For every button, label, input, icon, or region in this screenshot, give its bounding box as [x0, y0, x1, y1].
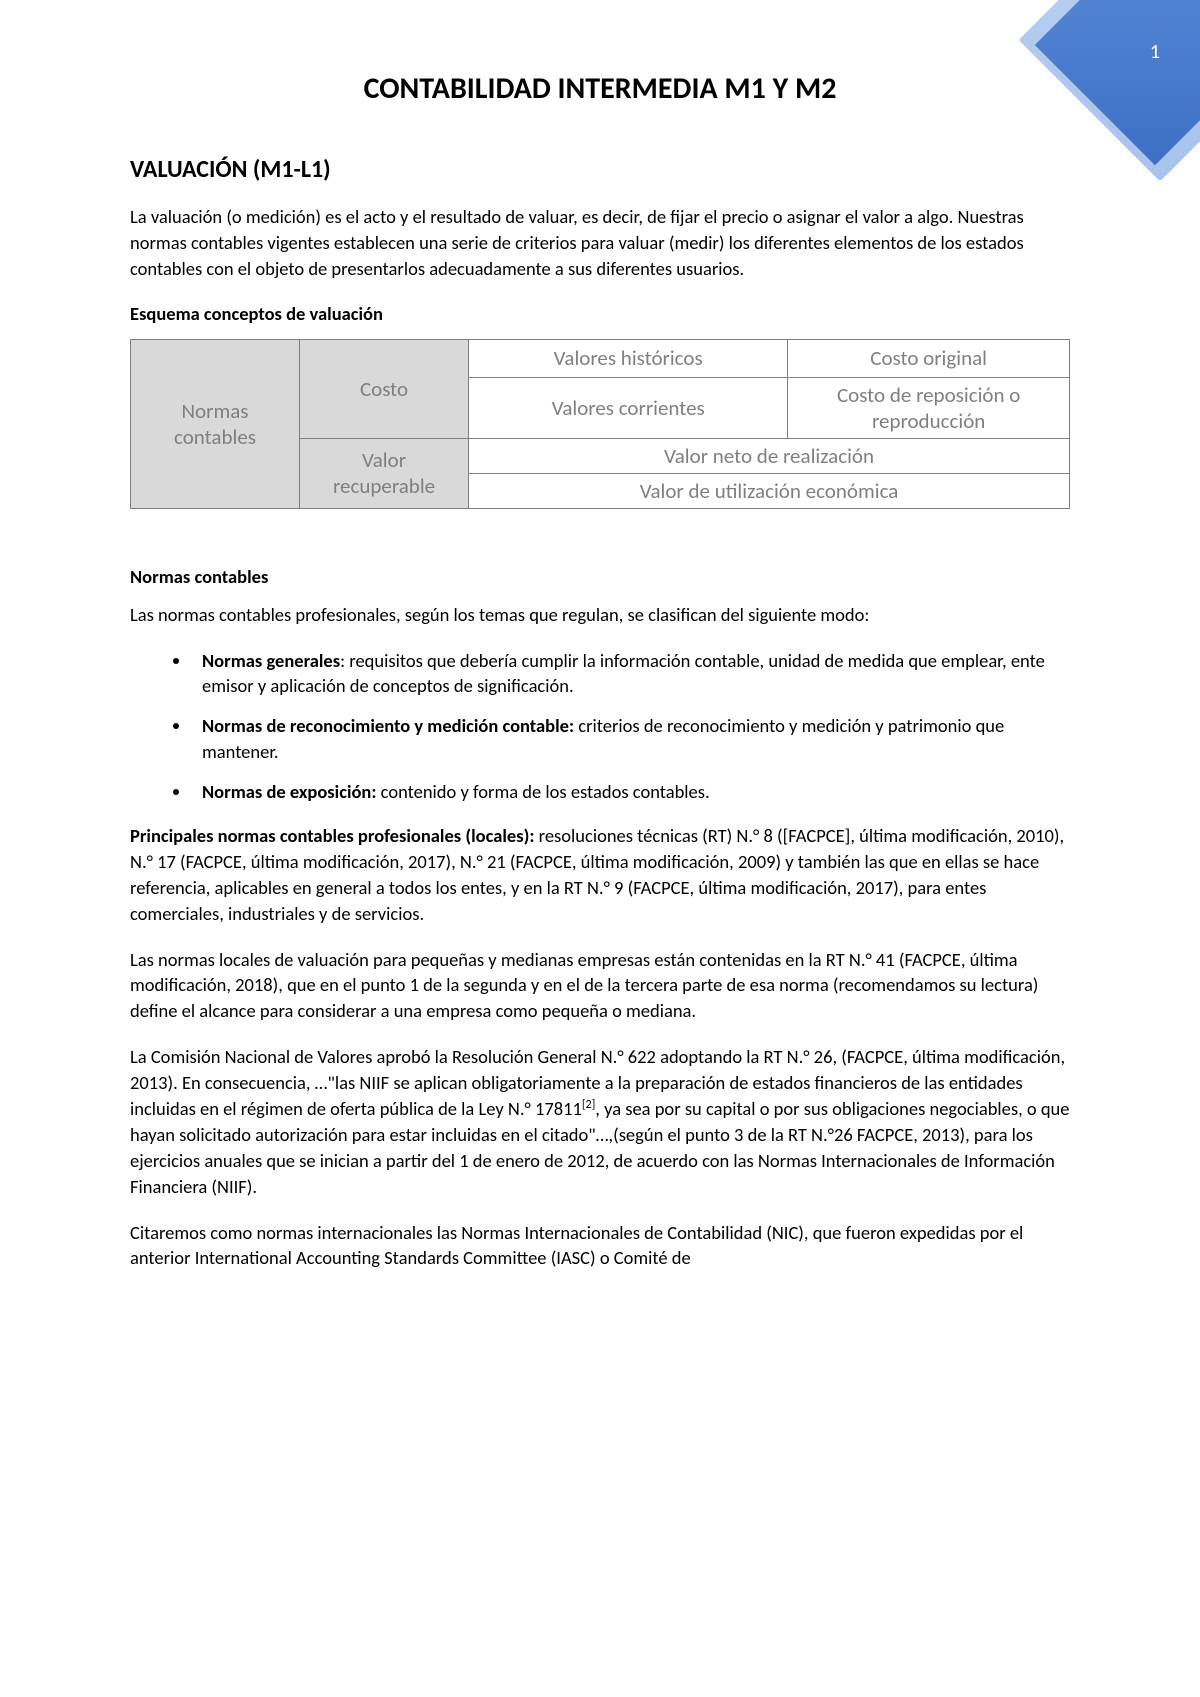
list-item: Normas generales: requisitos que debería…	[192, 648, 1070, 700]
table-cell-costo-original: Costo original	[788, 339, 1070, 377]
list-item: Normas de exposición: contenido y forma …	[192, 779, 1070, 805]
table-cell-valor-recuperable: Valor recuperable	[300, 438, 469, 508]
footnote-ref: [2]	[582, 1098, 595, 1112]
table-cell-costo-reposicion: Costo de reposición o reproducción	[788, 377, 1070, 438]
page-number: 1	[1150, 40, 1160, 64]
valuation-table: Normas contables Costo Valores histórico…	[130, 339, 1070, 509]
paragraph-principales: Principales normas contables profesional…	[130, 823, 1070, 927]
list-item: Normas de reconocimiento y medición cont…	[192, 713, 1070, 765]
table-cell-normas: Normas contables	[131, 339, 300, 508]
table-caption: Esquema conceptos de valuación	[130, 302, 1070, 325]
valuation-table-wrapper: Normas contables Costo Valores histórico…	[130, 339, 1070, 509]
bullet-list-normas: Normas generales: requisitos que debería…	[130, 648, 1070, 805]
table-cell-valor-neto-realizacion: Valor neto de realización	[469, 438, 1070, 473]
paragraph-rt41: Las normas locales de valuación para peq…	[130, 947, 1070, 1025]
para-bold-lead: Principales normas contables profesional…	[130, 824, 534, 847]
intro-paragraph: La valuación (o medición) es el acto y e…	[130, 204, 1070, 282]
corner-triangle-dark	[1035, 0, 1200, 165]
page-content: CONTABILIDAD INTERMEDIA M1 Y M2 VALUACIÓ…	[0, 0, 1200, 1371]
table-cell-valor-utilizacion: Valor de utilización económica	[469, 473, 1070, 508]
bullet-text: contenido y forma de los estados contabl…	[376, 780, 709, 803]
document-title: CONTABILIDAD INTERMEDIA M1 Y M2	[130, 70, 1070, 107]
table-cell-valores-corrientes: Valores corrientes	[469, 377, 788, 438]
table-cell-valores-historicos: Valores históricos	[469, 339, 788, 377]
table-cell-costo: Costo	[300, 339, 469, 438]
subsection-heading-normas: Normas contables	[130, 565, 1070, 588]
paragraph-cnv: La Comisión Nacional de Valores aprobó l…	[130, 1044, 1070, 1199]
page-corner-decoration: 1	[1020, 0, 1200, 180]
paragraph-nic: Citaremos como normas internacionales la…	[130, 1220, 1070, 1272]
section-heading: VALUACIÓN (M1-L1)	[130, 155, 1070, 184]
bullet-bold: Normas de reconocimiento y medición cont…	[202, 714, 574, 737]
bullet-bold: Normas de exposición:	[202, 780, 376, 803]
bullet-bold: Normas generales	[202, 649, 340, 672]
subsection-intro: Las normas contables profesionales, segú…	[130, 602, 1070, 628]
